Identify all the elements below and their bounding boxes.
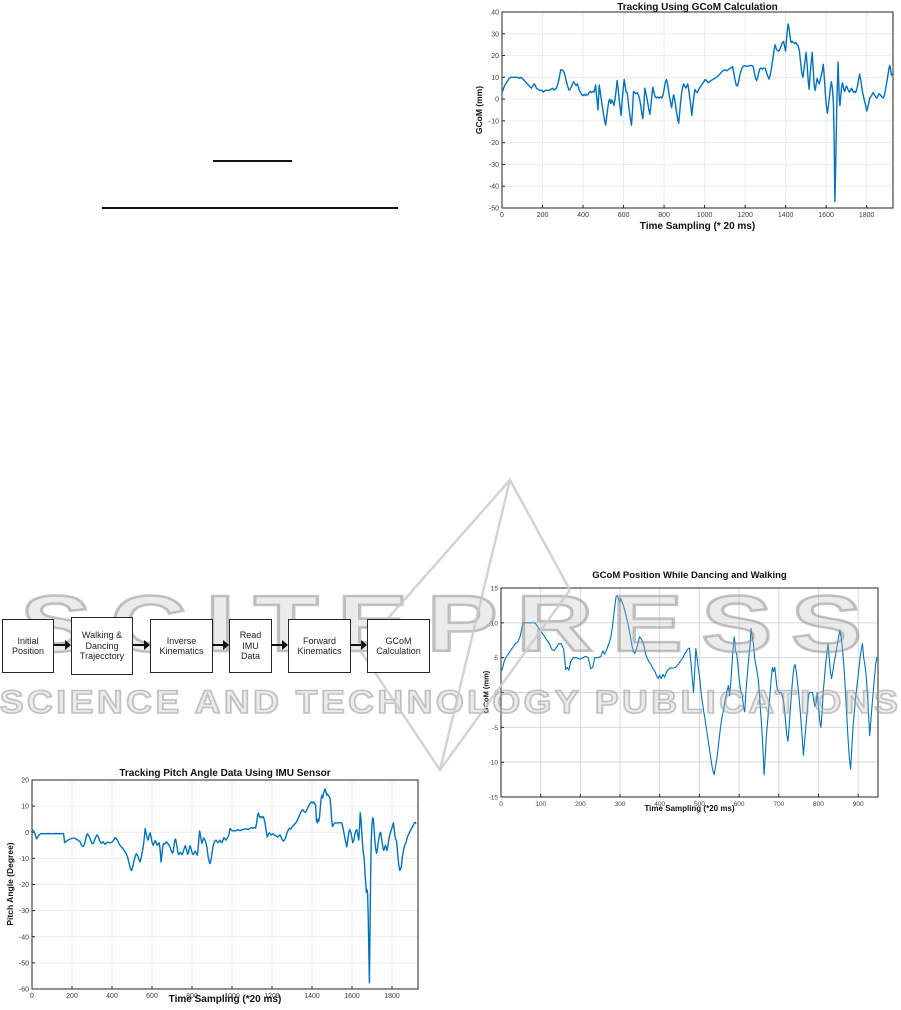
svg-text:800: 800 (813, 801, 824, 808)
svg-text:800: 800 (186, 993, 198, 1000)
svg-text:700: 700 (773, 801, 784, 808)
svg-text:15: 15 (491, 586, 499, 593)
svg-text:10: 10 (491, 620, 499, 627)
svg-text:600: 600 (734, 801, 745, 808)
flowchart-box-gcom-calculation: GCoM Calculation (367, 619, 430, 673)
chart-title: Tracking Using GCoM Calculation (617, 2, 778, 13)
flowchart-box-initial-position: Initial Position (2, 619, 54, 673)
svg-text:-40: -40 (19, 934, 29, 941)
svg-text:0: 0 (30, 993, 34, 1000)
x-axis-label: Time Sampling (* 20 ms) (639, 221, 756, 232)
chart-tracking-gcom: 0 200 400 600 800 1000 1200 1400 1600 1800 -50 -40-… (470, 2, 901, 234)
svg-text:-10: -10 (489, 118, 499, 125)
svg-text:-10: -10 (489, 760, 499, 767)
svg-text:400: 400 (577, 212, 589, 219)
svg-text:1600: 1600 (344, 993, 360, 1000)
equation-fraction-bar-short (213, 160, 292, 162)
svg-text:1200: 1200 (737, 212, 753, 219)
svg-text:400: 400 (106, 993, 118, 1000)
svg-text:1400: 1400 (304, 993, 320, 1000)
svg-text:900: 900 (853, 801, 864, 808)
chart-title: GCoM Position While Dancing and Walking (592, 570, 787, 581)
svg-text:1800: 1800 (384, 993, 400, 1000)
y-axis-label: GCoM (mm) (481, 670, 491, 714)
flowchart-box-inverse-kinematics: Inverse Kinematics (150, 619, 213, 673)
svg-text:5: 5 (494, 655, 498, 662)
chart-tracking-gcom-plot: 0 200 400 600 800 1000 1200 1400 1600 1800-50-40-… (489, 10, 894, 219)
flowchart-box-read-imu-data: Read IMU Data (229, 619, 272, 673)
svg-text:0: 0 (499, 801, 503, 808)
flowchart-arrow-icon (132, 640, 150, 649)
svg-text:600: 600 (146, 993, 158, 1000)
svg-text:0: 0 (494, 690, 498, 697)
svg-text:-30: -30 (19, 908, 29, 915)
chart-pitch-angle-plot: 0 200 400 600 800 1000 1200 1400 1600 1800-60-50-… (19, 778, 419, 1000)
svg-text:-20: -20 (19, 882, 29, 889)
x-axis-label: Time Sampling (*20 ms) (644, 804, 735, 813)
svg-text:10: 10 (491, 75, 499, 82)
svg-text:30: 30 (491, 31, 499, 38)
svg-text:600: 600 (618, 212, 630, 219)
svg-text:100: 100 (535, 801, 546, 808)
svg-text:-15: -15 (489, 795, 499, 802)
svg-text:20: 20 (491, 53, 499, 60)
chart-pitch-angle: 0 200 400 600 800 1000 1200 1400 1600 1800 -60 -50-… (0, 768, 440, 1010)
svg-text:20: 20 (21, 778, 29, 785)
y-axis-label: GCoM (mm) (474, 85, 484, 135)
flowchart-box-forward-kinematics: Forward Kinematics (288, 619, 351, 673)
svg-text:-50: -50 (489, 206, 499, 213)
y-axis-label: Pitch Angle (Degree) (5, 842, 15, 926)
svg-text:1600: 1600 (818, 212, 834, 219)
svg-text:40: 40 (491, 10, 499, 17)
svg-text:500: 500 (694, 801, 705, 808)
svg-text:200: 200 (575, 801, 586, 808)
svg-text:10: 10 (21, 804, 29, 811)
x-axis-label: Time Sampling (*20 ms) (168, 994, 282, 1005)
svg-text:1400: 1400 (778, 212, 794, 219)
svg-text:-30: -30 (489, 162, 499, 169)
flowchart-arrow-icon (350, 640, 367, 649)
svg-text:-50: -50 (19, 960, 29, 967)
svg-text:0: 0 (25, 830, 29, 837)
svg-text:1000: 1000 (224, 993, 240, 1000)
svg-text:-60: -60 (19, 987, 29, 994)
chart-title: Tracking Pitch Angle Data Using IMU Sens… (119, 768, 331, 779)
svg-text:800: 800 (658, 212, 670, 219)
svg-text:-10: -10 (19, 856, 29, 863)
equation-fraction-bar-long (102, 207, 398, 209)
flowchart-arrow-icon (212, 640, 229, 649)
svg-text:0: 0 (500, 212, 504, 219)
svg-text:-5: -5 (492, 725, 498, 732)
svg-text:300: 300 (615, 801, 626, 808)
flowchart-box-walking-dancing-trajectory: Walking & Dancing Trajecctory (71, 617, 133, 675)
flowchart-arrow-icon (53, 640, 71, 649)
svg-text:1000: 1000 (697, 212, 713, 219)
svg-text:0: 0 (495, 97, 499, 104)
svg-text:-40: -40 (489, 184, 499, 191)
chart-gcom-position-plot: 0 100 200 300 400 500 600 700 800 900 -15 -10 -5 0 5 10… (489, 586, 879, 808)
svg-text:400: 400 (654, 801, 665, 808)
svg-text:1200: 1200 (264, 993, 280, 1000)
svg-text:200: 200 (66, 993, 78, 1000)
svg-text:1800: 1800 (859, 212, 875, 219)
chart-gcom-position: 0 100 200 300 400 500 600 700 800 900 -15 -10 -5 0 5 10… (478, 568, 882, 820)
svg-text:-20: -20 (489, 140, 499, 147)
flowchart-arrow-icon (271, 640, 288, 649)
svg-text:200: 200 (537, 212, 549, 219)
